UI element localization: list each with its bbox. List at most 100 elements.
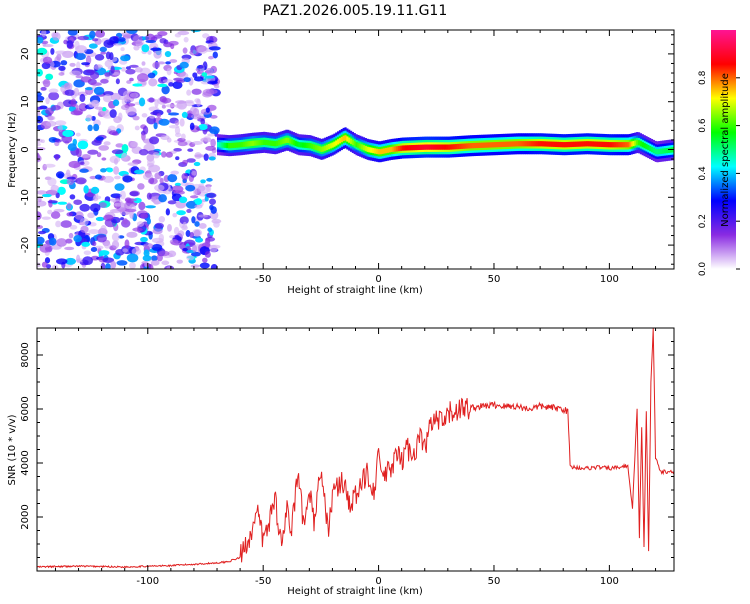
noise-blob: [182, 159, 189, 165]
noise-blob: [100, 225, 107, 234]
ridge-cell: [253, 140, 257, 146]
ridge-cell: [301, 142, 305, 148]
noise-blob: [153, 122, 158, 130]
noise-blob: [75, 75, 83, 79]
ridge-cell: [401, 145, 404, 151]
noise-blob: [161, 85, 170, 95]
ridge-cell: [488, 142, 491, 148]
noise-blob: [173, 147, 182, 152]
noise-blob: [81, 241, 91, 247]
noise-blob: [40, 86, 47, 91]
ridge-cell: [593, 141, 596, 147]
noise-blob: [186, 89, 192, 96]
ridge-cell: [462, 143, 465, 149]
noise-blob: [51, 104, 61, 111]
noise-blob: [207, 80, 218, 85]
noise-blob: [111, 149, 124, 155]
noise-blob: [156, 113, 162, 118]
noise-blob: [98, 145, 110, 151]
noise-blob: [159, 177, 164, 184]
noise-blob: [158, 215, 166, 223]
noise-blob: [203, 136, 212, 142]
noise-blob: [147, 72, 156, 79]
ridge-cell: [433, 144, 436, 150]
noise-blob: [55, 50, 67, 55]
ridge-cell: [536, 141, 539, 147]
ridge-cell: [250, 140, 253, 147]
ridge-cell: [575, 141, 578, 147]
snr-series-line: [37, 328, 674, 569]
noise-blob: [154, 184, 165, 192]
noise-blob: [194, 154, 206, 158]
ridge-cell: [545, 141, 548, 147]
noise-blob: [41, 30, 47, 37]
colorbar-tick-label: 0.6: [698, 118, 708, 133]
snr-plot-area: [37, 328, 674, 571]
noise-blob: [112, 71, 121, 76]
ridge-cell: [645, 144, 648, 150]
ridge-cell: [669, 147, 672, 153]
ridge-cell: [464, 143, 467, 149]
noise-blob: [147, 177, 158, 185]
noise-blob: [37, 95, 45, 102]
noise-blob: [41, 216, 51, 220]
ridge-cell: [320, 146, 323, 152]
noise-blob: [134, 169, 145, 175]
ridge-cell: [342, 135, 345, 142]
noise-blob: [145, 205, 157, 209]
noise-blob: [147, 97, 156, 103]
noise-blob: [202, 257, 208, 263]
snr-x-axis-label: Height of straight line (km): [287, 586, 423, 597]
noise-blob: [101, 157, 107, 161]
noise-blob: [48, 237, 57, 246]
ridge-cell: [229, 142, 233, 149]
noise-blob: [191, 88, 202, 95]
noise-blob: [167, 174, 178, 183]
ridge-cell: [434, 144, 438, 150]
ridge-cell: [270, 140, 273, 146]
noise-blob: [80, 76, 92, 83]
ridge-cell: [549, 141, 552, 147]
ridge-cell: [497, 141, 500, 148]
ridge-cell: [381, 148, 384, 154]
noise-blob: [47, 200, 58, 204]
noise-blob: [198, 123, 208, 131]
noise-blob: [75, 254, 81, 263]
noise-blob: [121, 98, 127, 106]
noise-blob: [182, 247, 188, 252]
noise-blob: [69, 62, 76, 67]
noise-blob: [60, 85, 66, 93]
noise-blob: [164, 50, 172, 58]
ridge-cell: [259, 140, 262, 146]
noise-blob: [93, 123, 100, 132]
ridge-cell: [660, 148, 663, 154]
ridge-cell: [359, 143, 362, 149]
ridge-cell: [591, 141, 595, 147]
ridge-cell: [305, 142, 308, 148]
noise-blob: [150, 260, 160, 266]
noise-blob: [190, 251, 201, 257]
noise-blob: [37, 91, 42, 97]
ridge-cell: [551, 141, 554, 147]
ridge-cell: [505, 141, 508, 147]
noise-blob: [129, 191, 139, 197]
noise-blob: [92, 38, 99, 42]
noise-blob: [197, 46, 208, 54]
ridge-cell: [294, 140, 297, 147]
ridge-cell: [349, 138, 353, 144]
noise-blob: [192, 72, 198, 78]
ridge-cell: [639, 141, 643, 147]
ridge-cell: [224, 142, 227, 148]
noise-blob: [98, 202, 107, 208]
ridge-cell: [362, 145, 366, 151]
noise-blob: [205, 107, 210, 113]
noise-blob: [172, 81, 183, 90]
noise-blob: [76, 61, 81, 70]
y-tick-label: -20: [20, 237, 31, 253]
noise-blob: [105, 263, 111, 269]
ridge-cell: [289, 138, 292, 144]
ridge-cell: [481, 142, 484, 148]
ridge-cell: [261, 139, 264, 146]
ridge-cell: [595, 141, 598, 147]
ridge-cell: [292, 139, 295, 146]
